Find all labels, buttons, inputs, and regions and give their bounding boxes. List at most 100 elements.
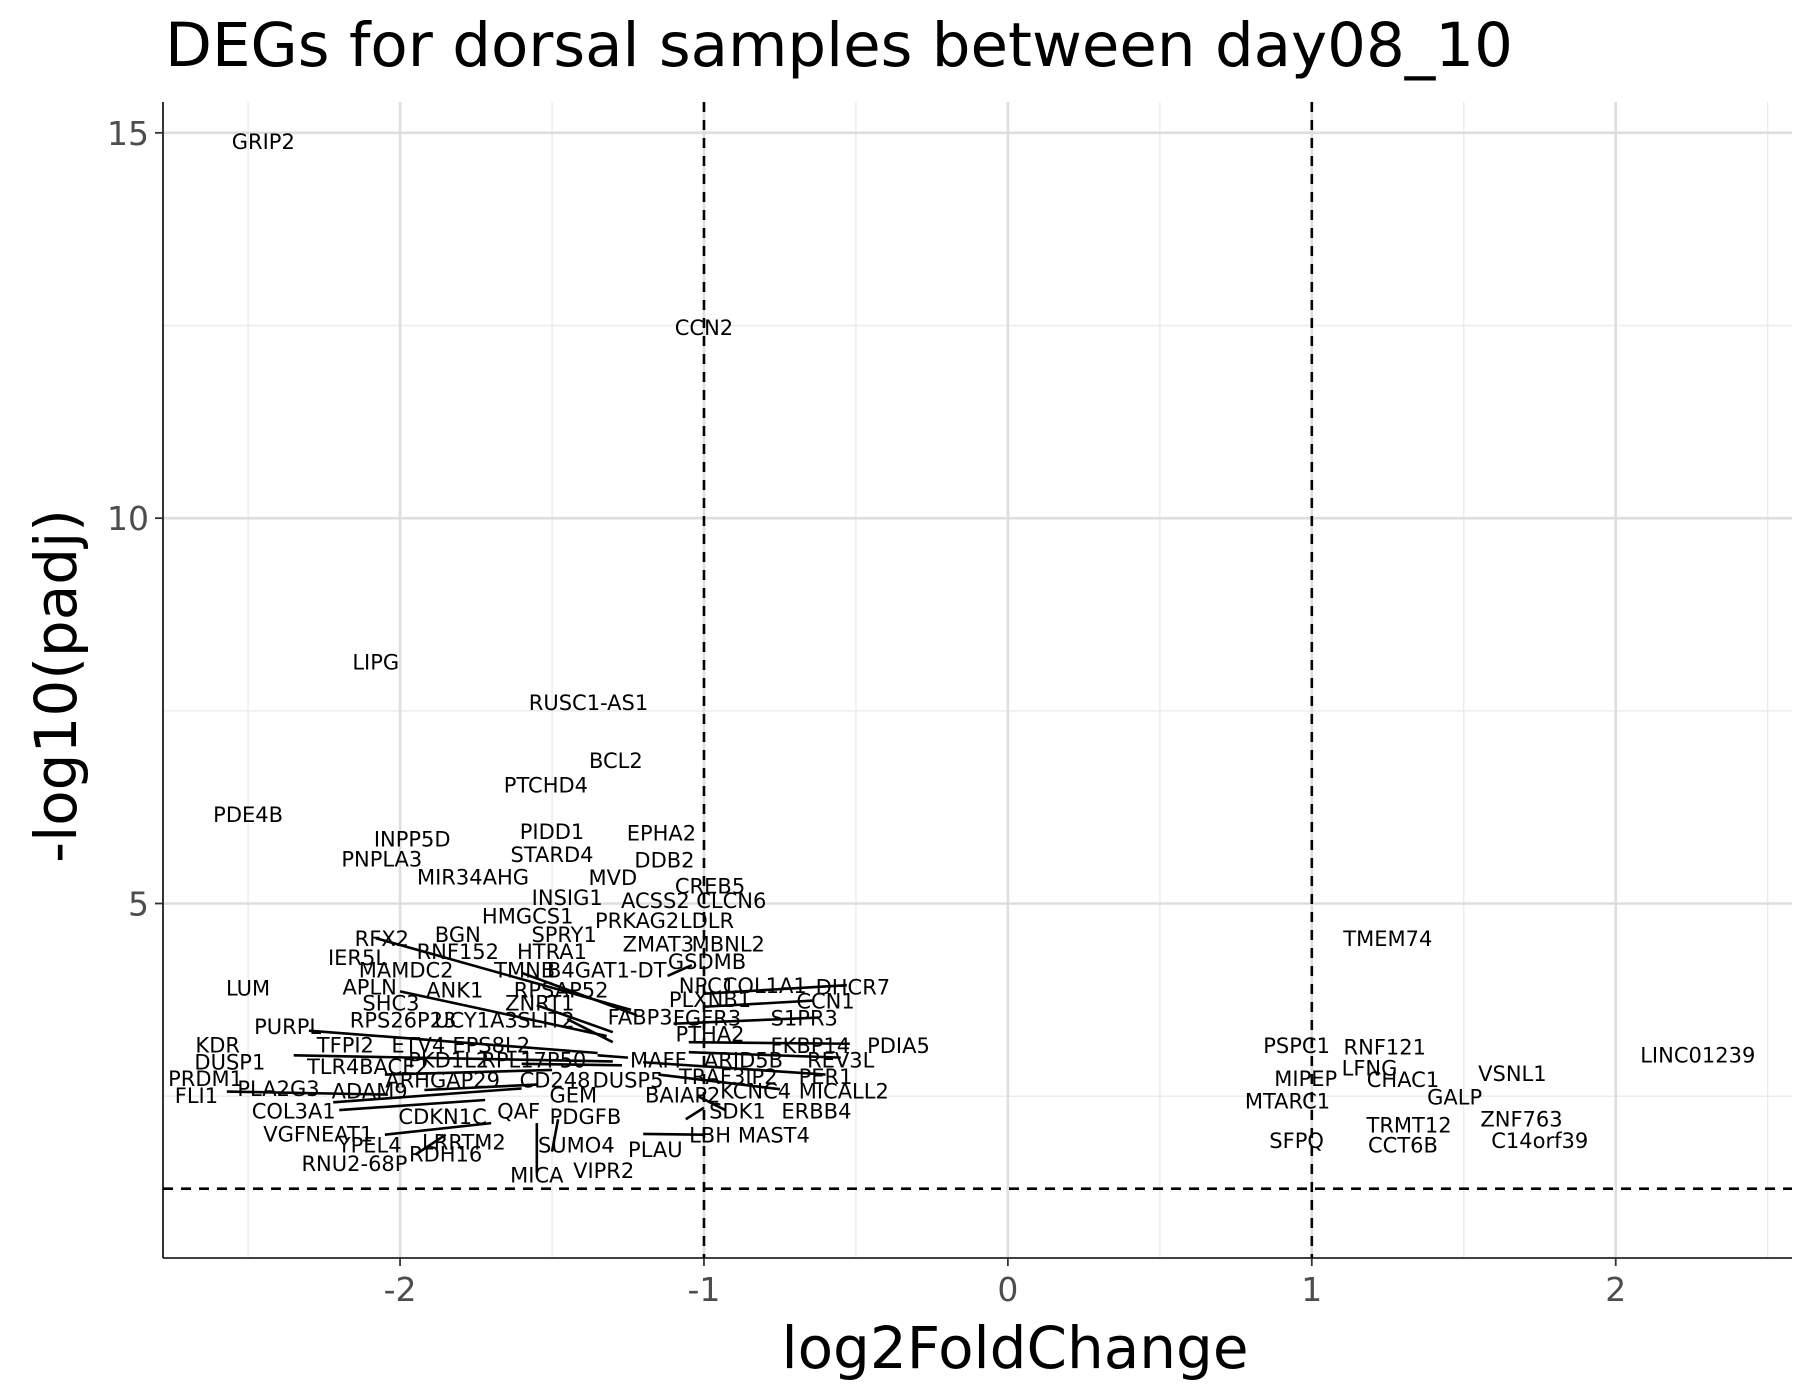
gene-label: COL1A1 [723,974,807,998]
label-connector-line [697,1095,726,1112]
label-connector-line [536,1003,614,1034]
gene-label: MBNL2 [692,932,765,956]
gene-label: PKD1L2 [408,1049,489,1073]
gene-label: PLXNB1 [669,988,751,1012]
gene-label: LUM [226,976,270,1000]
gene-label: QAF [497,1100,540,1124]
gene-label: MICALL2 [799,1080,889,1104]
gene-label: DHCR7 [816,975,891,999]
x-tick-label: 1 [1301,1270,1322,1309]
gene-label: STARD4 [511,843,594,867]
gene-label: CLCN6 [696,889,766,913]
gene-label: LINC01239 [1640,1043,1755,1067]
gene-label: TFPI2 [316,1033,374,1057]
gene-label: TMEM74 [1342,927,1432,951]
gene-label: FABP3 [608,1006,673,1030]
gene-label: CCN1 [796,989,854,1013]
gene-label: LFNG [1342,1056,1398,1080]
label-connector-line [673,1016,820,1026]
label-connector-line [688,1050,841,1059]
gene-label: DDB2 [634,848,694,872]
gene-label: FKBP14 [771,1034,851,1058]
y-tick-label: 10 [107,499,149,538]
gene-label: PLAU [628,1138,683,1162]
gene-label: PER1 [799,1065,853,1089]
gene-label: COL3A1 [252,1100,336,1124]
y-axis-title: -log10(padj) [22,509,90,863]
gene-label: IER5L [328,946,387,970]
gene-label: VGF [263,1123,306,1147]
chart-title: DEGs for dorsal samples between day08_10 [165,10,1513,81]
gene-label: RPSAP52 [514,979,609,1003]
gene-label: RNU2-68P [301,1152,407,1176]
label-connector-line [550,1119,560,1152]
gene-label: GRIP2 [232,130,295,154]
x-tick-label: 0 [997,1270,1018,1309]
axes: -2 -1 0 1 2 5 10 15 [107,102,1792,1309]
gene-label: BCL2 [589,749,643,773]
gene-label: PSPC1 [1263,1034,1330,1058]
gene-label: PIDD1 [520,820,585,844]
gene-label: UCY1A3 [434,1009,518,1033]
gene-label: PLA2G3 [237,1077,319,1101]
gene-label: NPC1 [679,974,735,998]
label-connector-line [688,1040,850,1046]
label-connector-line [384,1068,553,1076]
gene-label: B4GAT1-DT [547,959,667,983]
gene-label: PRDM1 [168,1067,243,1091]
gene-label: ZNF763 [1480,1107,1562,1131]
label-connector-line [384,1121,492,1136]
label-connector-line [424,1083,537,1092]
gene-label: RFX2 [355,927,409,951]
gene-label: HMGCS1 [482,905,574,929]
gene-label: S1PR3 [771,1006,838,1030]
gene-label: SDK1 [709,1100,766,1124]
gene-label: ERBB4 [781,1100,851,1124]
gene-label: LIPG [352,650,399,674]
gene-label: HTRA1 [517,940,587,964]
gene-label: PDGFB [550,1105,622,1129]
gene-label: GALP [1427,1086,1482,1110]
label-connector-line [521,971,638,1017]
gene-label: CHAC1 [1367,1068,1439,1092]
gene-label: YPEL4 [337,1133,402,1157]
x-tick-label: -1 [688,1270,721,1309]
gene-label: MIPEP [1274,1067,1337,1091]
label-connector-line [703,999,814,1009]
gene-label: TRMT12 [1366,1113,1452,1137]
gene-label: RPS26P23 [350,1009,457,1033]
label-connector-line [521,1062,622,1067]
gene-label: MVD [588,866,637,890]
gene-label: CD248 [520,1069,591,1093]
gene-label: VSNL1 [1478,1062,1546,1086]
label-connector-line [293,1054,613,1063]
x-axis-title: log2FoldChange [781,1314,1248,1382]
x-tick-label: -2 [384,1270,417,1309]
gene-label: ZNRT1 [505,992,574,1016]
gene-label: INSIG1 [532,886,603,910]
label-connector-line [643,1060,826,1076]
label-connector-line [666,963,693,978]
gene-label: PDIA5 [867,1034,930,1058]
gene-label: ARID5B [704,1049,783,1073]
x-tick-label: 2 [1605,1270,1626,1309]
gene-label: GEM [549,1083,597,1107]
gene-label: REV3L [807,1049,875,1073]
label-connector-line [399,990,607,1038]
gene-label: MAFF [630,1049,687,1073]
gene-label: BGN [435,923,481,947]
gene-label: C14orf39 [1491,1129,1588,1153]
gene-label: ARHGAP29 [385,1069,500,1093]
gene-label: RPL17P50 [481,1049,586,1073]
label-connector-line [414,1133,447,1156]
gene-label: SFPQ [1269,1129,1324,1153]
gene-label: RUSC1-AS1 [529,691,649,715]
gene-label: GSDMB [668,950,746,974]
gene-label: APLN [342,975,396,999]
gene-label: LDLR [680,909,734,933]
gene-label: CCN2 [675,316,733,340]
gene-label: MAST4 [738,1123,810,1147]
